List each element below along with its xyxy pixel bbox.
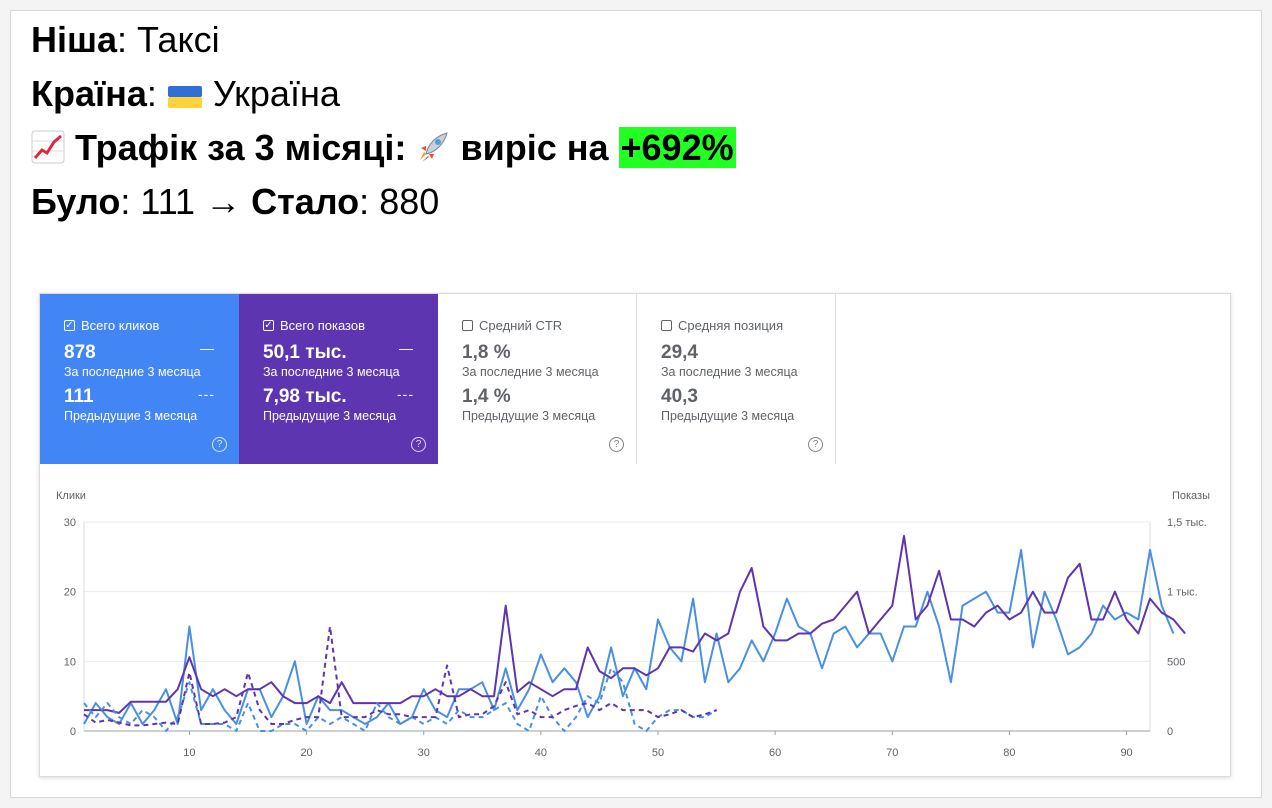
right-tick-label: 0 bbox=[1167, 726, 1173, 738]
current-value: 50,1 тыс. bbox=[263, 342, 347, 363]
left-tick-label: 20 bbox=[64, 587, 76, 599]
x-axis: 10 20 30 40 50 60 70 80 90 bbox=[183, 731, 1133, 759]
previous-value: 1,4 % bbox=[462, 386, 511, 407]
previous-value: 7,98 тыс. bbox=[263, 386, 347, 407]
growth-text: виріс на bbox=[460, 127, 609, 168]
ukraine-flag-icon bbox=[167, 86, 202, 108]
arrow-icon: → bbox=[205, 181, 242, 222]
after-label: Стало bbox=[251, 181, 360, 222]
solid-line-legend-icon: — bbox=[200, 340, 215, 356]
country-value: Україна bbox=[212, 73, 340, 114]
card-title: Средний CTR bbox=[479, 318, 563, 333]
current-period-label: За последние 3 месяца bbox=[64, 365, 201, 379]
checkbox-unchecked-icon[interactable] bbox=[661, 320, 672, 331]
x-tick-label: 20 bbox=[300, 747, 312, 759]
right-tick-label: 1,5 тыс. bbox=[1167, 517, 1207, 529]
card-header: Средний CTR bbox=[462, 318, 636, 333]
card-total-clicks[interactable]: ✓ Всего кликов 878 — За последние 3 меся… bbox=[40, 294, 239, 464]
performance-panel: ✓ Всего кликов 878 — За последние 3 меся… bbox=[39, 293, 1231, 777]
current-value: 1,8 % bbox=[462, 342, 511, 363]
help-icon[interactable]: ? bbox=[808, 437, 823, 452]
current-value: 29,4 bbox=[661, 342, 698, 363]
before-after-line: Було: 111 → Стало: 880 bbox=[31, 181, 440, 222]
niche-label: Ніша bbox=[31, 19, 118, 60]
x-tick-label: 40 bbox=[535, 747, 547, 759]
right-axis-label: Показы bbox=[1172, 490, 1210, 502]
screenshot-frame: Ніша: Таксі Країна: Україна Трафік за 3 … bbox=[10, 10, 1262, 798]
previous-period-label: Предыдущие 3 месяца bbox=[462, 409, 596, 423]
after-value: 880 bbox=[379, 181, 440, 222]
left-y-axis: 0 10 20 30 bbox=[64, 517, 76, 738]
card-title: Всего кликов bbox=[81, 318, 160, 333]
traffic-text: Трафік за 3 місяці: bbox=[75, 127, 407, 168]
checkbox-checked-icon[interactable]: ✓ bbox=[64, 319, 75, 331]
current-period-label: За последние 3 месяца bbox=[661, 365, 798, 379]
growth-value: +692% bbox=[618, 127, 736, 168]
x-tick-label: 30 bbox=[418, 747, 430, 759]
help-icon[interactable]: ? bbox=[609, 437, 624, 452]
x-tick-label: 80 bbox=[1003, 747, 1015, 759]
checkbox-checked-icon[interactable]: ✓ bbox=[263, 319, 274, 331]
previous-value: 111 bbox=[64, 386, 94, 407]
previous-period-label: Предыдущие 3 месяца bbox=[263, 409, 397, 423]
dashed-line-legend-icon: --- bbox=[198, 386, 215, 402]
current-period-label: За последние 3 месяца bbox=[263, 365, 400, 379]
x-tick-label: 50 bbox=[652, 747, 664, 759]
previous-period-label: Предыдущие 3 месяца bbox=[64, 409, 198, 423]
x-tick-label: 10 bbox=[183, 747, 195, 759]
current-value: 878 bbox=[64, 342, 96, 363]
checkbox-unchecked-icon[interactable] bbox=[462, 320, 473, 331]
niche-line: Ніша: Таксі bbox=[31, 19, 220, 60]
card-average-ctr[interactable]: Средний CTR 1,8 % За последние 3 месяца … bbox=[438, 294, 637, 464]
country-label: Країна bbox=[31, 73, 147, 114]
clicks-current-line bbox=[83, 548, 1175, 725]
x-tick-label: 70 bbox=[886, 747, 898, 759]
card-title: Средняя позиция bbox=[678, 318, 784, 333]
solid-line-legend-icon: — bbox=[399, 340, 414, 356]
card-header: ✓ Всего показов bbox=[263, 318, 438, 333]
right-y-axis: 0 500 1 тыс. 1,5 тыс. bbox=[1167, 517, 1207, 738]
card-total-impressions[interactable]: ✓ Всего показов 50,1 тыс. — За последние… bbox=[239, 294, 438, 464]
right-tick-label: 500 bbox=[1167, 656, 1185, 668]
help-icon[interactable]: ? bbox=[411, 437, 426, 452]
card-header: Средняя позиция bbox=[661, 318, 835, 333]
x-tick-label: 60 bbox=[769, 747, 781, 759]
x-tick-label: 90 bbox=[1120, 747, 1132, 759]
left-tick-label: 10 bbox=[64, 656, 76, 668]
before-label: Було bbox=[31, 181, 121, 222]
niche-value: Таксі bbox=[137, 19, 220, 60]
previous-value: 40,3 bbox=[661, 386, 698, 407]
clicks-previous-line bbox=[83, 667, 718, 732]
left-tick-label: 30 bbox=[64, 517, 76, 529]
before-value: 111 bbox=[140, 181, 196, 222]
traffic-line: Трафік за 3 місяці: виріс на +692% bbox=[31, 127, 736, 169]
series-lines bbox=[83, 534, 1186, 732]
card-header: ✓ Всего кликов bbox=[64, 318, 239, 333]
left-tick-label: 0 bbox=[70, 726, 76, 738]
previous-period-label: Предыдущие 3 месяца bbox=[661, 409, 795, 423]
help-icon[interactable]: ? bbox=[212, 437, 227, 452]
right-tick-label: 1 тыс. bbox=[1167, 587, 1198, 599]
rocket-icon bbox=[420, 132, 449, 162]
dashed-line-legend-icon: --- bbox=[397, 386, 414, 402]
left-axis-label: Клики bbox=[56, 490, 86, 502]
chart-increasing-icon bbox=[31, 130, 65, 164]
impressions-current-line bbox=[84, 534, 1186, 714]
country-line: Країна: Україна bbox=[31, 73, 340, 114]
current-period-label: За последние 3 месяца bbox=[462, 365, 599, 379]
card-average-position[interactable]: Средняя позиция 29,4 За последние 3 меся… bbox=[637, 294, 836, 464]
card-title: Всего показов bbox=[280, 318, 365, 333]
